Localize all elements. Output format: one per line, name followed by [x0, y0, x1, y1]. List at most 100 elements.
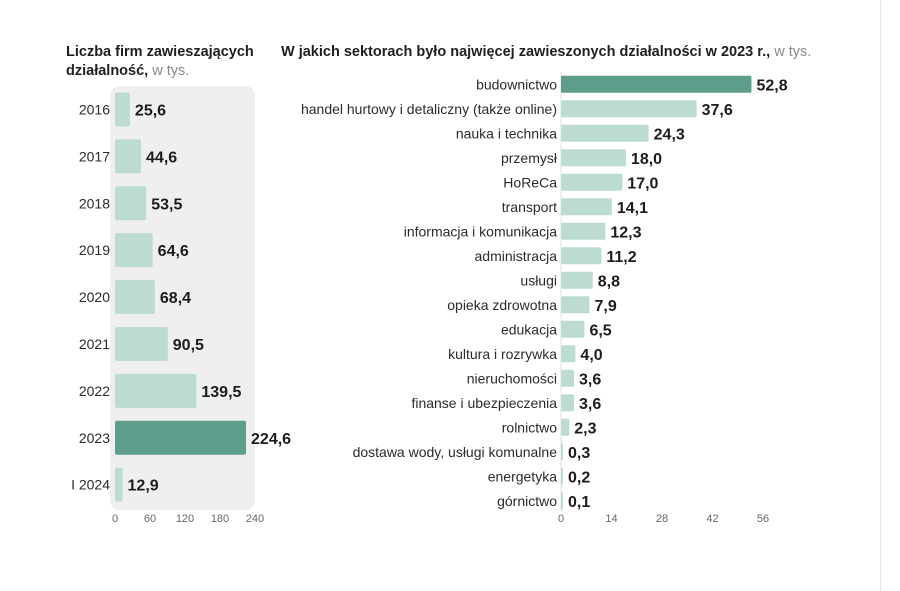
- bar-energetyka: [561, 467, 563, 485]
- bar-edukacja: [561, 320, 585, 338]
- page-edge-divider: [880, 0, 881, 591]
- left-chart-unit: w tys.: [152, 63, 190, 79]
- x-tick-label: 60: [144, 513, 156, 525]
- category-label: nieruchomości: [467, 370, 557, 386]
- value-label: 0,1: [568, 494, 590, 511]
- category-label: kultura i rozrywka: [448, 346, 557, 362]
- value-label: 0,2: [568, 469, 590, 486]
- bar-nauka-i-technika: [561, 124, 649, 142]
- bar-opieka-zdrowotna: [561, 296, 590, 314]
- category-label: handel hurtowy i detaliczny (także onlin…: [301, 101, 557, 117]
- bar-dostawa-wody-usługi-komunalne: [561, 443, 563, 461]
- x-tick-label: 56: [757, 513, 769, 525]
- value-label: 14,1: [617, 200, 648, 217]
- value-label: 6,5: [589, 322, 611, 339]
- value-label: 8,8: [598, 273, 620, 290]
- bar-administracja: [561, 247, 602, 265]
- bar-horeca: [561, 173, 623, 191]
- value-label: 44,6: [146, 149, 177, 166]
- category-label: edukacja: [501, 321, 557, 337]
- x-tick-label: 120: [176, 513, 194, 525]
- bar-nieruchomości: [561, 369, 574, 387]
- x-tick-label: 180: [211, 513, 229, 525]
- category-label: administracja: [475, 248, 558, 264]
- value-label: 2,3: [574, 420, 596, 437]
- bar-2018: [115, 186, 147, 221]
- category-label: energetyka: [488, 468, 557, 484]
- value-label: 3,6: [579, 396, 601, 413]
- bar-budownictwo: [561, 75, 752, 93]
- bar-przemysł: [561, 149, 626, 167]
- value-label: 7,9: [594, 298, 616, 315]
- category-label: 2021: [79, 336, 110, 352]
- category-label: górnictwo: [497, 493, 557, 509]
- category-label: nauka i technika: [456, 125, 557, 141]
- bar-finanse-i-ubezpieczenia: [561, 394, 574, 412]
- value-label: 37,6: [702, 102, 733, 119]
- bar-transport: [561, 198, 612, 216]
- value-label: 24,3: [654, 126, 685, 143]
- bar-2023: [115, 420, 247, 455]
- bar-2019: [115, 233, 153, 268]
- category-label: transport: [502, 199, 557, 215]
- category-label: finanse i ubezpieczenia: [411, 395, 557, 411]
- value-label: 25,6: [135, 102, 166, 119]
- x-tick-label: 14: [605, 513, 617, 525]
- bar-kultura-i-rozrywka: [561, 345, 576, 363]
- right-chart-title: W jakich sektorach było najwięcej zawies…: [281, 43, 811, 62]
- category-label: 2023: [79, 430, 110, 446]
- bar-2016: [115, 92, 130, 127]
- bar-2022: [115, 373, 197, 408]
- bar-rolnictwo: [561, 418, 570, 436]
- value-label: 12,9: [128, 478, 159, 495]
- x-tick-label: 240: [246, 513, 264, 525]
- category-label: rolnictwo: [502, 419, 557, 435]
- left-chart-title-line1: Liczba firm zawieszających: [66, 44, 254, 60]
- left-chart-title-line2: działalność,: [66, 63, 149, 79]
- category-label: 2022: [79, 383, 110, 399]
- value-label: 12,3: [610, 224, 641, 241]
- category-label: 2019: [79, 242, 110, 258]
- category-label: informacja i komunikacja: [404, 223, 557, 239]
- x-tick-label: 0: [112, 513, 118, 525]
- x-tick-label: 42: [706, 513, 718, 525]
- left-chart-title: Liczba firm zawieszających działalność, …: [66, 43, 254, 81]
- right-chart-unit: w tys.: [774, 44, 812, 60]
- bar-górnictwo: [561, 492, 563, 510]
- value-label: 53,5: [151, 196, 182, 213]
- value-label: 52,8: [756, 77, 787, 94]
- category-label: usługi: [520, 272, 557, 288]
- category-label: budownictwo: [476, 76, 557, 92]
- bar-i-2024: [115, 467, 123, 502]
- value-label: 68,4: [160, 290, 191, 307]
- category-label: opieka zdrowotna: [447, 297, 557, 313]
- x-tick-label: 0: [558, 513, 564, 525]
- bar-2017: [115, 139, 142, 174]
- category-label: przemysł: [501, 150, 558, 166]
- value-label: 18,0: [631, 151, 662, 168]
- value-label: 4,0: [580, 347, 602, 364]
- category-label: I 2024: [71, 477, 110, 493]
- category-label: 2017: [79, 148, 110, 164]
- value-label: 17,0: [627, 175, 658, 192]
- category-label: dostawa wody, usługi komunalne: [353, 444, 558, 460]
- bar-2021: [115, 326, 168, 361]
- value-label: 139,5: [201, 384, 241, 401]
- bar-usługi: [561, 271, 593, 289]
- bar-informacja-i-komunikacja: [561, 222, 606, 240]
- value-label: 0,3: [568, 445, 590, 462]
- value-label: 3,6: [579, 371, 601, 388]
- value-label: 224,6: [251, 431, 291, 448]
- category-label: 2016: [79, 101, 110, 117]
- x-tick-label: 28: [656, 513, 668, 525]
- category-label: 2020: [79, 289, 110, 305]
- category-label: HoReCa: [503, 174, 557, 190]
- category-label: 2018: [79, 195, 110, 211]
- value-label: 90,5: [173, 337, 204, 354]
- bar-2020: [115, 280, 155, 315]
- right-chart-title-text: W jakich sektorach było najwięcej zawies…: [281, 44, 771, 60]
- value-label: 64,6: [158, 243, 189, 260]
- value-label: 11,2: [606, 249, 636, 266]
- bar-handel-hurtowy-i-detaliczny-także-online-: [561, 100, 697, 118]
